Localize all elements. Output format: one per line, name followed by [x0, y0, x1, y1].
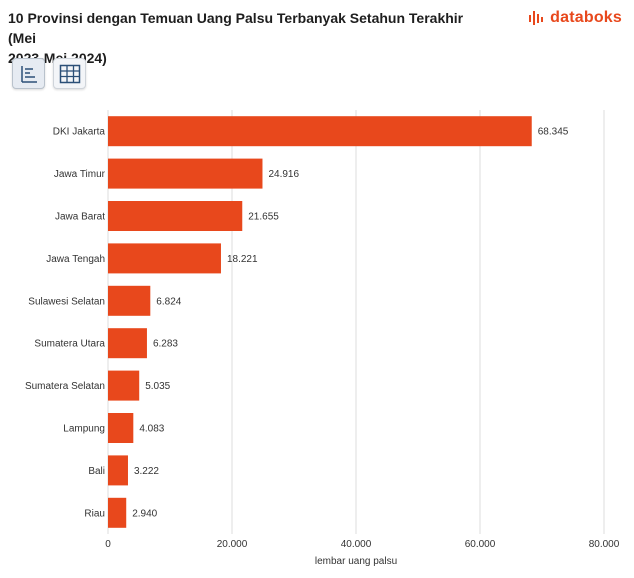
value-label: 68.345 — [538, 127, 569, 138]
table-view-button[interactable] — [53, 58, 86, 89]
bar — [108, 328, 147, 359]
value-label: 21.655 — [248, 212, 279, 223]
category-label: DKI Jakarta — [53, 127, 106, 138]
chart-view-button[interactable] — [12, 58, 45, 89]
x-tick-label: 0 — [105, 539, 111, 550]
category-label: Riau — [84, 508, 105, 519]
x-tick-label: 80.000 — [589, 539, 620, 550]
value-label: 3.222 — [134, 466, 159, 477]
bar — [108, 285, 151, 316]
bar-chart-icon — [20, 65, 37, 83]
brand-name: databoks — [550, 9, 622, 26]
table-grid-icon — [59, 64, 80, 83]
value-label: 6.283 — [153, 339, 178, 350]
bar — [108, 158, 263, 189]
value-label: 2.940 — [132, 508, 157, 519]
bar — [108, 497, 127, 528]
category-label: Bali — [88, 466, 105, 477]
view-toggle — [12, 58, 86, 89]
databoks-bars-icon — [529, 11, 544, 25]
value-label: 24.916 — [268, 169, 299, 180]
bar — [108, 243, 221, 274]
chart-title-line1: 10 Provinsi dengan Temuan Uang Palsu Ter… — [8, 10, 464, 46]
value-label: 6.824 — [156, 296, 181, 307]
bar — [108, 370, 140, 401]
category-label: Jawa Timur — [54, 169, 106, 180]
x-tick-label: 60.000 — [465, 539, 496, 550]
x-tick-label: 20.000 — [217, 539, 248, 550]
category-label: Sumatera Utara — [34, 339, 105, 350]
x-tick-label: 40.000 — [341, 539, 372, 550]
x-axis-title: lembar uang palsu — [315, 556, 397, 567]
category-label: Jawa Tengah — [46, 254, 105, 265]
bar — [108, 116, 532, 147]
category-label: Jawa Barat — [55, 212, 105, 223]
databoks-logo[interactable]: databoks — [528, 7, 622, 29]
value-label: 18.221 — [227, 254, 258, 265]
category-label: Sulawesi Selatan — [28, 296, 105, 307]
category-label: Sumatera Selatan — [25, 381, 105, 392]
value-label: 5.035 — [145, 381, 170, 392]
value-label: 4.083 — [139, 424, 164, 435]
bar — [108, 455, 128, 486]
category-label: Lampung — [63, 424, 105, 435]
bar — [108, 413, 134, 443]
bar — [108, 201, 243, 231]
